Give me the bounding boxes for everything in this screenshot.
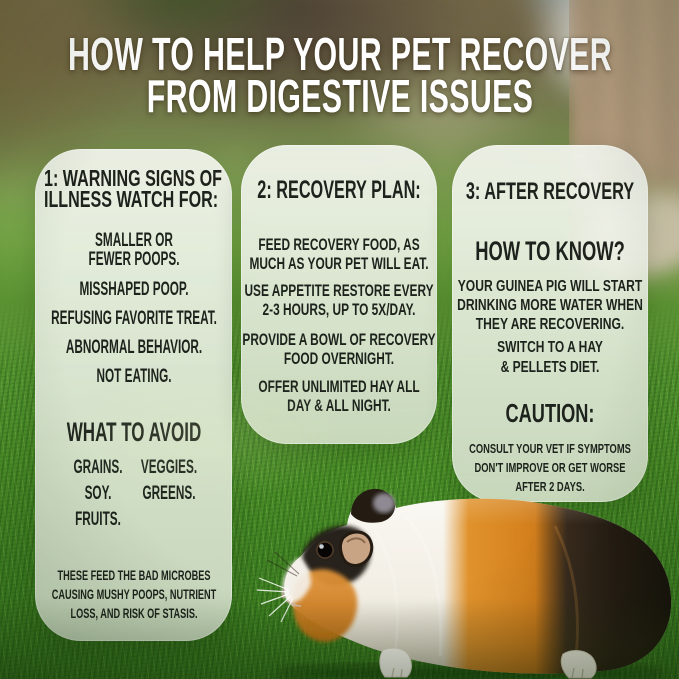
guinea-pig-illustration [256, 488, 672, 679]
pig-tuft-grey [373, 493, 395, 513]
panel-recovery-plan: 2: RECOVERY PLAN: FEED RECOVERY FOOD, AS… [241, 145, 437, 444]
panel3-caution-heading: CAUTION: [505, 398, 595, 428]
panel1-avoid-list-right: VEGGIES. GREENS. [140, 457, 198, 504]
pig-nose [281, 588, 285, 599]
panel1-item: NOT EATING. [95, 366, 172, 387]
panel1-item: MISSHAPED POOP. [78, 279, 189, 300]
guinea-pig-photo [255, 486, 679, 679]
pig-ear-fold [346, 537, 366, 544]
panel1-item: ABNORMAL BEHAVIOR. [65, 337, 202, 358]
page-title-line2: FROM DIGESTIVE ISSUES [146, 70, 533, 122]
pig-muzzle [282, 558, 311, 603]
panel3-diet: SWITCH TO A HAY & PELLETS DIET. [497, 339, 603, 376]
panel-warning-signs: 1: WARNING SIGNS OF ILLNESS WATCH FOR: S… [35, 149, 232, 641]
pig-mouth [285, 599, 302, 607]
pig-rear-foot [560, 650, 597, 679]
panel3-know-body: YOUR GUINEA PIG WILL START DRINKING MORE… [457, 278, 643, 333]
pig-dark-whiskers [266, 551, 300, 577]
pig-ear [338, 530, 374, 567]
panel1-heading: 1: WARNING SIGNS OF ILLNESS WATCH FOR: [44, 165, 223, 212]
pig-rear-toes [571, 667, 584, 679]
page-title-line1: HOW TO HELP YOUR PET RECOVER [67, 28, 612, 80]
panel2-item: PROVIDE A BOWL OF RECOVERY FOOD OVERNIGH… [242, 331, 436, 368]
panel3-know-heading: HOW TO KNOW? [475, 236, 625, 266]
panel1-item: REFUSING FAVORITE TREAT. [50, 308, 217, 329]
panel3-heading: 3: AFTER RECOVERY [465, 178, 635, 205]
panel2-item: OFFER UNLIMITED HAY ALL DAY & ALL NIGHT. [258, 378, 420, 415]
panel2-item: FEED RECOVERY FOOD, AS MUCH AS YOUR PET … [249, 236, 429, 273]
pig-whiskers [256, 577, 294, 623]
panel1-avoid-heading: WHAT TO AVOID [66, 417, 201, 447]
panel1-footnote: THESE FEED THE BAD MICROBES CAUSING MUSH… [51, 568, 216, 621]
panel3-caution-body: CONSULT YOUR VET IF SYMPTOMS DON'T IMPRO… [469, 441, 631, 494]
panel2-item: USE APPETITE RESTORE EVERY 2-3 HOURS, UP… [244, 282, 434, 319]
panel1-avoid-list-left: GRAINS. SOY. FRUITS. [73, 457, 123, 530]
pig-eye-highlight [319, 544, 324, 549]
panel1-item: SMALLER OR FEWER POOPS. [88, 230, 179, 270]
pig-front-toes [391, 667, 403, 678]
panel2-heading: 2: RECOVERY PLAN: [257, 176, 421, 204]
pig-front-foot [379, 647, 412, 678]
panel-after-recovery: 3: AFTER RECOVERY HOW TO KNOW? YOUR GUIN… [452, 145, 648, 502]
